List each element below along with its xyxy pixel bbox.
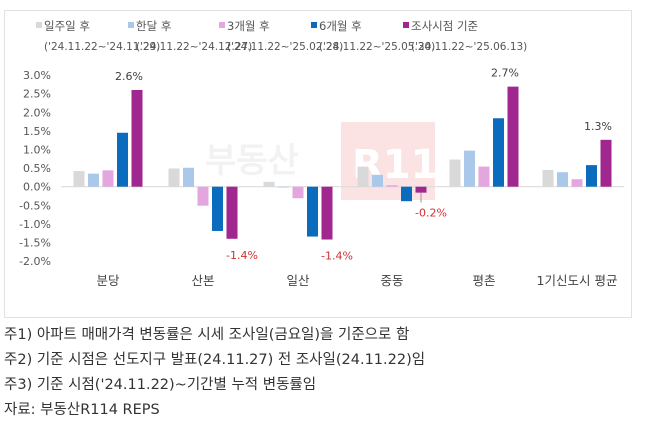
data-label: -1.4%	[321, 250, 353, 263]
bar	[478, 166, 490, 187]
legend-period: ('24.11.22~'24.12.27)	[136, 41, 252, 53]
category-label: 분당	[96, 273, 120, 288]
bar	[263, 181, 275, 187]
legend-label: 6개월 후	[319, 19, 362, 33]
data-label: 1.3%	[584, 120, 612, 133]
bar	[386, 185, 398, 187]
bar	[102, 170, 114, 187]
data-label: -0.2%	[415, 207, 447, 220]
footnotes: 주1) 아파트 매매가격 변동률은 시세 조사일(금요일)을 기준으로 함 주2…	[4, 323, 425, 423]
data-label: 2.6%	[115, 70, 143, 83]
y-tick-label: 3.0%	[23, 69, 51, 82]
y-tick-label: 2.5%	[23, 88, 51, 101]
bar	[131, 89, 143, 187]
y-tick-label: 0.5%	[23, 162, 51, 175]
bar	[183, 167, 194, 187]
chart-frame	[4, 10, 632, 318]
y-tick-label: -1.0%	[19, 218, 51, 231]
legend-swatch	[311, 22, 317, 28]
bar	[600, 139, 612, 187]
bar	[197, 186, 209, 206]
y-tick-label: 1.0%	[23, 144, 51, 157]
bar	[226, 186, 238, 239]
y-tick-label: 0.0%	[23, 181, 51, 194]
watermark-text: 부동산	[205, 141, 299, 181]
bar	[586, 165, 597, 187]
legend-period: ('24.11.22~'24.11.29)	[44, 41, 160, 53]
bar	[542, 169, 554, 187]
y-tick-label: 1.5%	[23, 125, 51, 138]
bar	[557, 172, 568, 187]
bar	[292, 186, 304, 199]
watermark-logo-text: R114	[352, 142, 466, 188]
legend-swatch	[128, 22, 134, 28]
bar	[168, 168, 180, 187]
data-label: 2.7%	[491, 67, 519, 80]
bar	[372, 174, 383, 187]
bar	[401, 186, 412, 202]
bar	[73, 171, 85, 187]
data-label: -1.4%	[226, 249, 258, 262]
category-label: 평촌	[472, 273, 495, 288]
note-1: 주1) 아파트 매매가격 변동률은 시세 조사일(금요일)을 기준으로 함	[4, 327, 410, 343]
bar	[212, 186, 223, 231]
bar	[321, 186, 333, 240]
y-tick-label: -0.5%	[19, 199, 51, 212]
legend-label: 한달 후	[136, 19, 171, 33]
source-note: 자료: 부동산R114 REPS	[4, 402, 160, 418]
bar	[464, 150, 475, 187]
category-label: 중동	[380, 273, 403, 288]
legend-label: 3개월 후	[227, 19, 270, 33]
bar	[493, 118, 504, 187]
bar	[507, 86, 519, 187]
legend-label: 조사시점 기준	[411, 19, 478, 33]
category-label: 1기신도시 평균	[537, 273, 618, 288]
category-label: 산본	[191, 273, 214, 288]
y-tick-label: -1.5%	[19, 237, 51, 250]
legend-swatch	[403, 22, 409, 28]
bar	[449, 159, 461, 187]
legend-period: ('24.11.22~'25.06.13)	[411, 41, 527, 53]
legend-label: 일주일 후	[44, 19, 90, 33]
bar	[88, 173, 99, 187]
bar	[117, 132, 128, 187]
note-2: 주2) 기준 시점은 선도지구 발표(24.11.27) 전 조사일(24.11…	[4, 352, 426, 368]
bar-chart: 부동산 R114 일주일 후 ('24.11.22~'24.11.29) 한달 후 ('2…	[19, 19, 624, 288]
bar	[571, 179, 583, 187]
legend-period: ('24.11.22~'25.02.28)	[227, 41, 343, 53]
bar	[278, 186, 289, 188]
y-tick-label: 2.0%	[23, 106, 51, 119]
legend-swatch	[219, 22, 225, 28]
category-label: 일산	[286, 273, 310, 288]
bar	[307, 186, 318, 237]
legend-period: ('24.11.22~'25.05.30)	[319, 41, 435, 53]
note-3: 주3) 기준 시점('24.11.22)~기간별 누적 변동률임	[4, 377, 317, 393]
bar	[415, 186, 427, 193]
bar	[357, 166, 369, 187]
legend-swatch	[36, 22, 42, 28]
y-tick-label: -2.0%	[19, 255, 51, 268]
